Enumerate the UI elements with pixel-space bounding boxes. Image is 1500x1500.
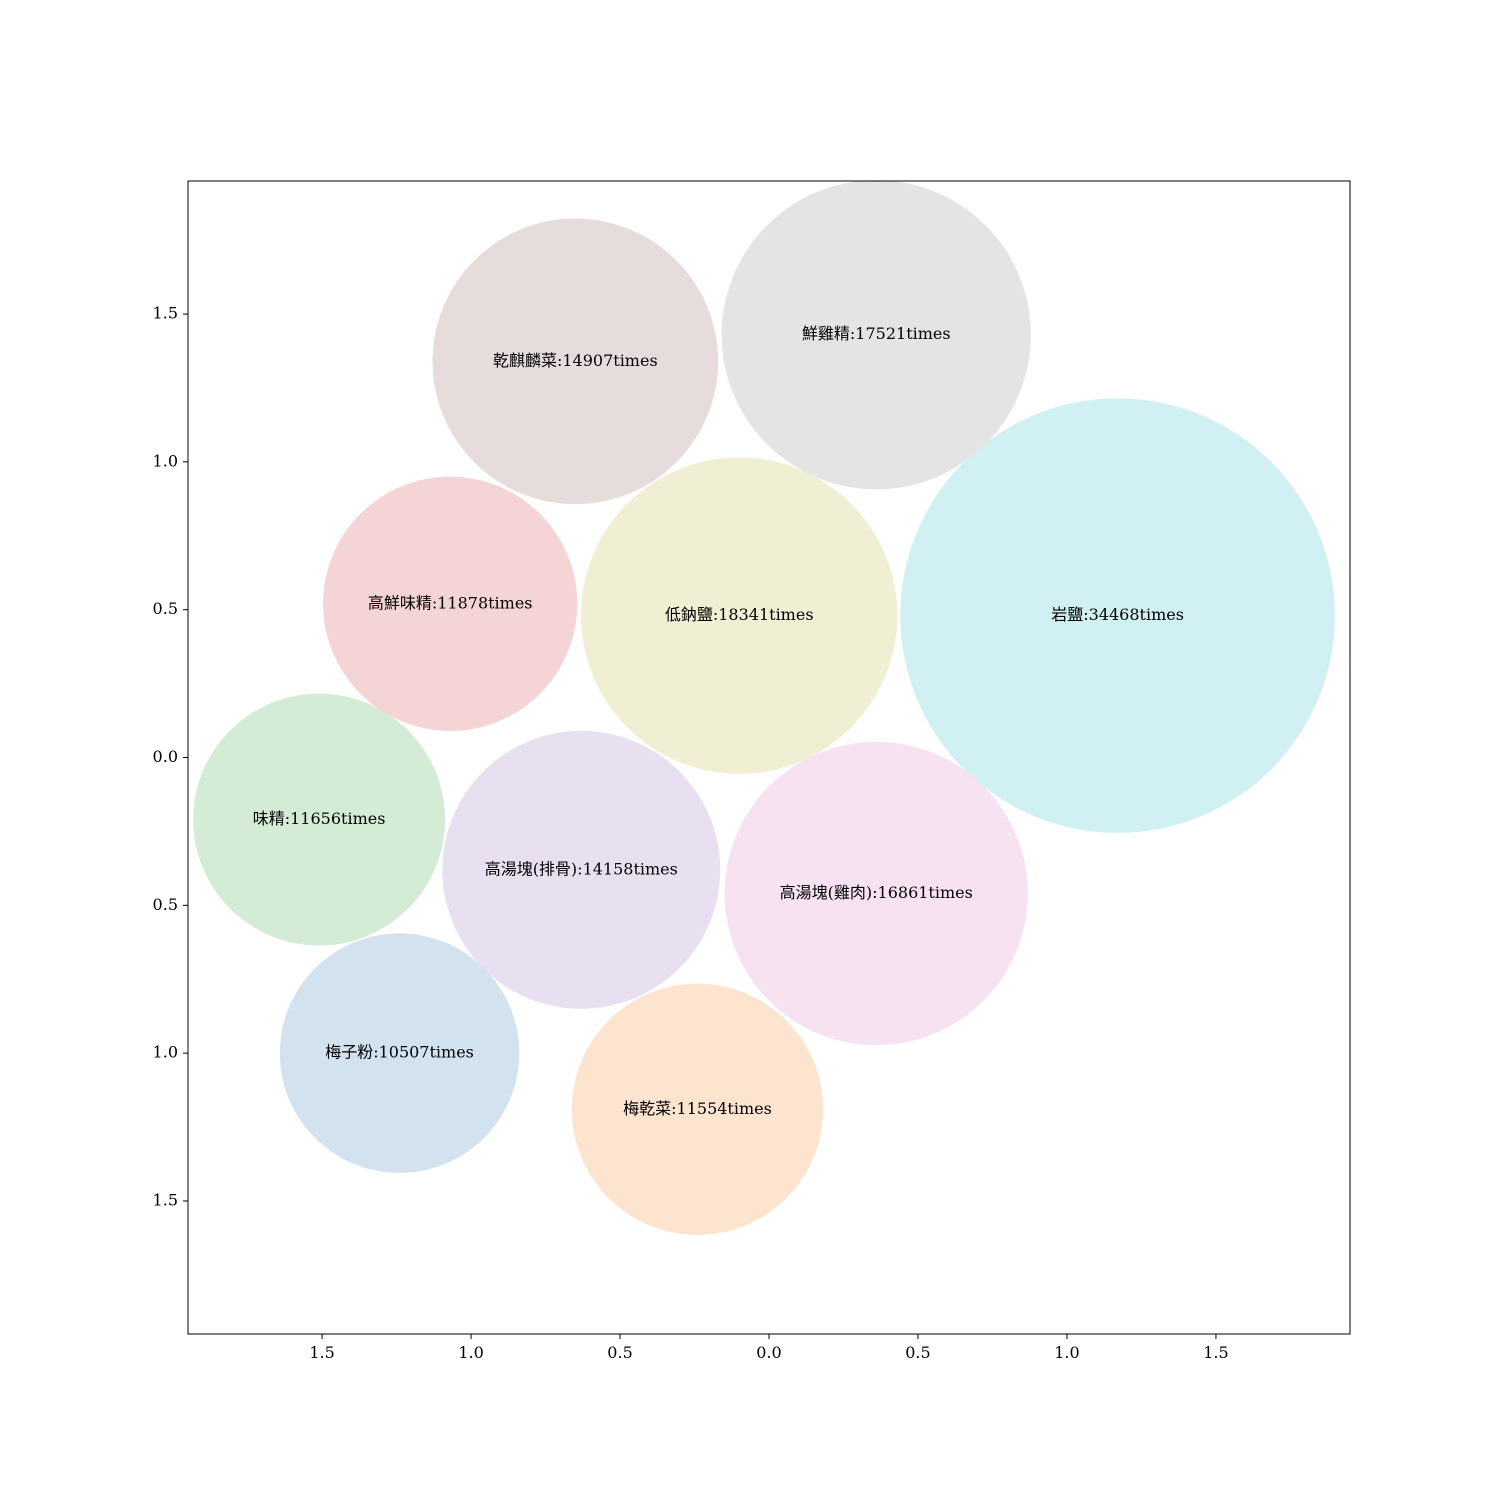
y-tick-label-3: 0.0	[153, 747, 178, 766]
y-tick-label-2: 0.5	[153, 599, 178, 618]
bubble-1	[581, 457, 898, 774]
y-tick-label-1: 1.0	[153, 451, 178, 470]
bubble-label-4: 乾麒麟菜:14907times	[493, 351, 658, 370]
bubble-label-8: 梅乾菜:11554times	[623, 1099, 772, 1118]
bubble-4	[432, 218, 719, 505]
bubble-label-6: 高鮮味精:11878times	[368, 593, 533, 612]
bubble-5	[442, 730, 721, 1009]
bubble-label-2: 鮮雞精:17521times	[802, 324, 951, 343]
bubble-3	[724, 741, 1028, 1046]
bubble-label-0: 岩鹽:34468times	[1051, 605, 1184, 624]
x-axis: 1.5 1.0 0.5 0.0 0.5 1.0 1.5	[309, 1334, 1229, 1362]
bubble-label-5: 高湯塊(排骨):14158times	[485, 859, 678, 878]
x-tick-label-2: 0.5	[607, 1343, 632, 1362]
x-tick-label-1: 1.0	[458, 1343, 483, 1362]
y-axis: 1.5 1.0 0.5 0.0 0.5 1.0 1.5	[153, 304, 188, 1209]
bubble-7	[193, 693, 446, 946]
bubble-label-7: 味精:11656times	[253, 809, 386, 828]
y-tick-label-0: 1.5	[153, 304, 178, 323]
bubble-8	[571, 983, 824, 1235]
x-tick-label-5: 1.0	[1054, 1343, 1079, 1362]
bubble-2	[721, 180, 1031, 490]
x-tick-label-6: 1.5	[1203, 1343, 1228, 1362]
x-tick-label-4: 0.5	[905, 1343, 930, 1362]
y-tick-label-6: 1.5	[153, 1190, 178, 1209]
bubble-label-9: 梅子粉:10507times	[325, 1043, 474, 1062]
bubble-0	[900, 398, 1335, 833]
x-tick-label-3: 0.0	[756, 1343, 781, 1362]
x-tick-label-0: 1.5	[309, 1343, 334, 1362]
bubble-label-3: 高湯塊(雞肉):16861times	[780, 883, 973, 902]
bubble-label-1: 低鈉鹽:18341times	[665, 605, 814, 624]
bubbles-group: 岩鹽:34468times 低鈉鹽:18341times 鮮雞精:17521time…	[193, 180, 1335, 1235]
y-tick-label-4: 0.5	[153, 895, 178, 914]
bubble-9	[279, 933, 520, 1173]
y-tick-label-5: 1.0	[153, 1043, 178, 1062]
bubble-6	[323, 476, 578, 731]
